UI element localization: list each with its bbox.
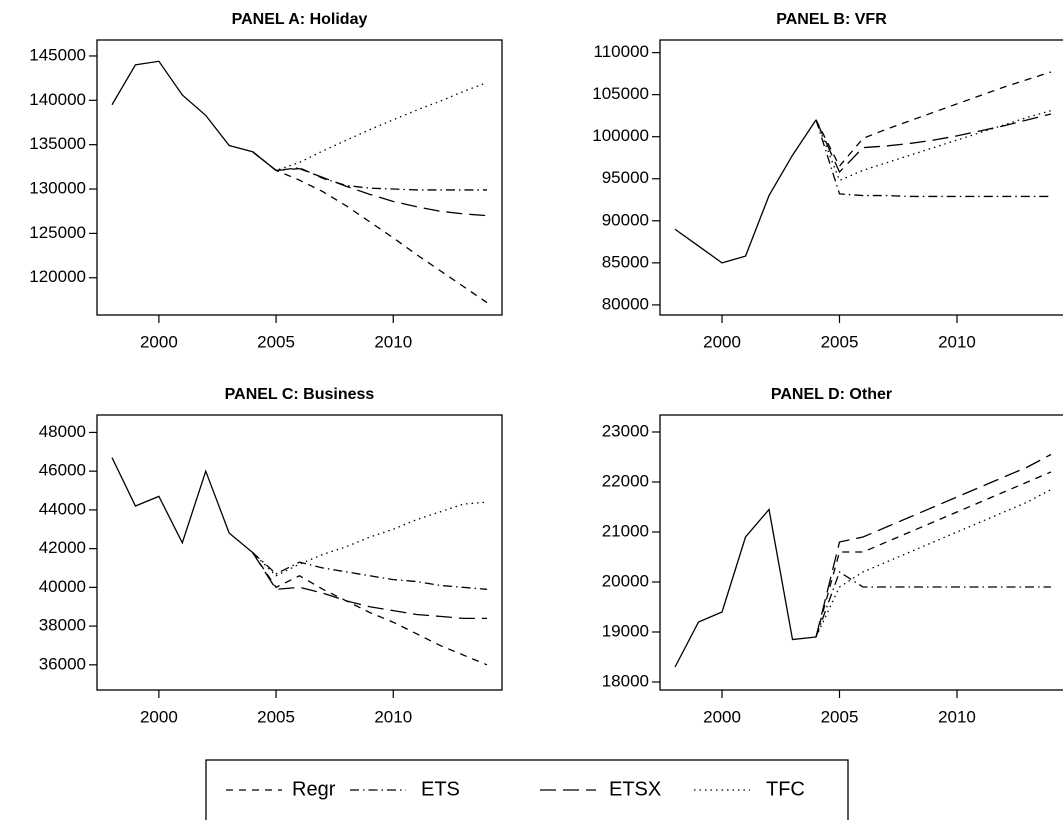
series-line — [252, 151, 488, 304]
y-tick-label: 21000 — [602, 521, 649, 540]
panel: PANEL A: Holiday 120000 125000 130000 135000… — [29, 11, 503, 351]
panel: PANEL B: VFR 80000 85000 90000 95000 100000 10… — [592, 11, 1063, 351]
x-tick-label: 2010 — [374, 707, 412, 726]
y-tick-label: 130000 — [29, 179, 86, 198]
y-tick-label: 22000 — [602, 471, 649, 490]
y-tick-label: 105000 — [592, 84, 649, 103]
y-tick-label: 135000 — [29, 134, 86, 153]
x-tick-label: 2005 — [821, 332, 859, 351]
series-line — [252, 552, 488, 666]
y-tick-label: 48000 — [39, 422, 86, 441]
series-line — [815, 471, 1052, 638]
panel-title: PANEL B: VFR — [776, 11, 887, 28]
y-tick-label: 145000 — [29, 45, 86, 64]
series-line — [252, 81, 488, 172]
y-tick-label: 42000 — [39, 538, 86, 557]
series-line — [252, 501, 488, 577]
y-tick-label: 125000 — [29, 223, 86, 242]
series-line — [674, 119, 817, 264]
y-tick-label: 85000 — [602, 252, 649, 271]
y-tick-label: 36000 — [39, 654, 86, 673]
y-tick-label: 140000 — [29, 90, 86, 109]
x-tick-label: 2000 — [140, 332, 178, 351]
legend: Regr ETS ETSX TFC — [205, 759, 849, 820]
series-line — [252, 552, 488, 590]
y-tick-label: 40000 — [39, 577, 86, 596]
x-tick-label: 2000 — [703, 332, 741, 351]
x-tick-label: 2005 — [257, 332, 295, 351]
series-line — [815, 488, 1052, 638]
y-tick-label: 46000 — [39, 461, 86, 480]
plot-box — [659, 414, 1063, 691]
plot-box — [96, 414, 503, 691]
panel-title: PANEL D: Other — [771, 386, 892, 403]
series-line — [111, 60, 253, 153]
panel: PANEL D: Other 18000 19000 20000 21000 22000 2… — [602, 386, 1063, 726]
x-tick-label: 2010 — [374, 332, 412, 351]
series-line — [674, 508, 817, 668]
legend-label: ETSX — [609, 778, 661, 800]
series-line — [815, 110, 1052, 182]
y-tick-label: 19000 — [602, 621, 649, 640]
x-tick-label: 2000 — [140, 707, 178, 726]
y-tick-label: 110000 — [594, 42, 649, 61]
y-tick-label: 120000 — [29, 267, 86, 286]
y-tick-label: 38000 — [39, 616, 86, 635]
series-line — [252, 552, 487, 619]
series-line — [252, 151, 488, 217]
panel-title: PANEL A: Holiday — [232, 11, 368, 28]
y-tick-label: 90000 — [602, 210, 649, 229]
y-tick-label: 23000 — [602, 421, 649, 440]
series-line — [815, 71, 1052, 168]
plot-box — [659, 39, 1063, 316]
y-tick-label: 44000 — [39, 499, 86, 518]
x-tick-label: 2010 — [938, 707, 976, 726]
series-line — [111, 457, 254, 554]
series-line — [815, 453, 1052, 638]
series-line — [252, 151, 487, 191]
y-tick-label: 20000 — [602, 571, 649, 590]
y-tick-label: 80000 — [602, 294, 649, 313]
panel-title: PANEL C: Business — [225, 386, 375, 403]
y-tick-label: 95000 — [602, 168, 649, 187]
legend-box — [205, 759, 849, 820]
series-line — [815, 571, 1051, 638]
x-tick-label: 2000 — [703, 707, 741, 726]
x-tick-label: 2010 — [938, 332, 976, 351]
y-tick-label: 100000 — [592, 126, 649, 145]
y-tick-label: 18000 — [602, 671, 649, 690]
legend-label: ETS — [421, 778, 460, 800]
legend-label: Regr — [292, 778, 336, 800]
series-line — [815, 119, 1051, 198]
panel: PANEL C: Business 36000 38000 40000 42000 440… — [39, 386, 503, 726]
legend-label: TFC — [766, 778, 805, 800]
x-tick-label: 2005 — [257, 707, 295, 726]
series-line — [815, 113, 1052, 174]
x-tick-label: 2005 — [821, 707, 859, 726]
plot-box — [96, 39, 503, 316]
